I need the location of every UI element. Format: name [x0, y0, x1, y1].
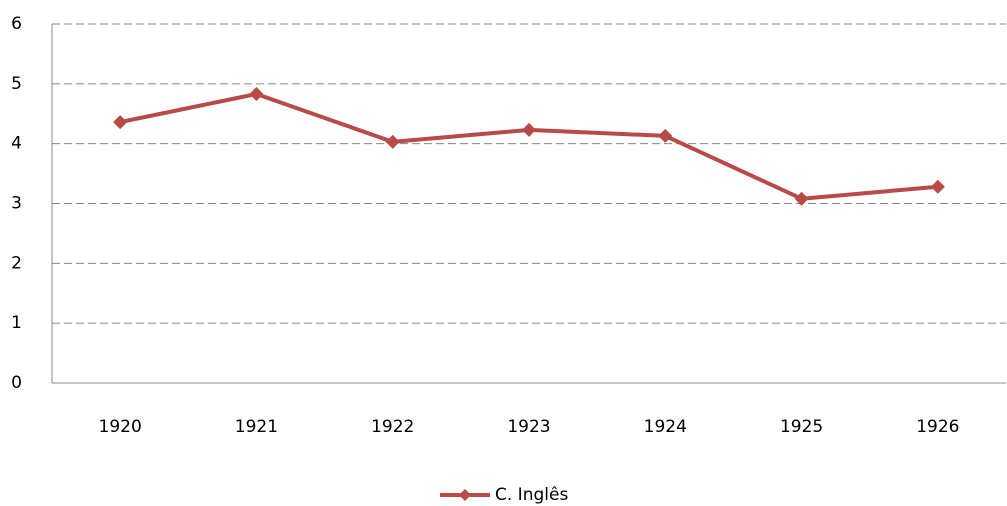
- y-tick-label: 2: [11, 253, 22, 273]
- point: [113, 115, 128, 130]
- point: [249, 87, 264, 102]
- point: [930, 179, 945, 194]
- x-tick-label: 1923: [507, 417, 550, 437]
- y-tick-label: 3: [11, 194, 22, 214]
- legend-label: C. Inglês: [495, 485, 568, 505]
- y-tick-label: 5: [11, 74, 22, 94]
- x-tick-label: 1925: [780, 417, 823, 437]
- x-tick-label: 1926: [916, 417, 959, 437]
- point: [385, 134, 400, 149]
- y-tick-label: 1: [11, 313, 22, 333]
- x-tick-label: 1922: [371, 417, 414, 437]
- x-tick-label: 1924: [644, 417, 687, 437]
- y-tick-label: 0: [11, 373, 22, 393]
- x-tick-label: 1920: [99, 417, 142, 437]
- point: [522, 122, 536, 137]
- y-tick-label: 6: [11, 14, 22, 34]
- legend-marker: [459, 489, 471, 501]
- x-tick-label: 1921: [235, 417, 278, 437]
- point: [794, 191, 809, 206]
- point: [658, 128, 673, 143]
- series-line: [119, 92, 939, 201]
- y-tick-label: 4: [11, 134, 22, 154]
